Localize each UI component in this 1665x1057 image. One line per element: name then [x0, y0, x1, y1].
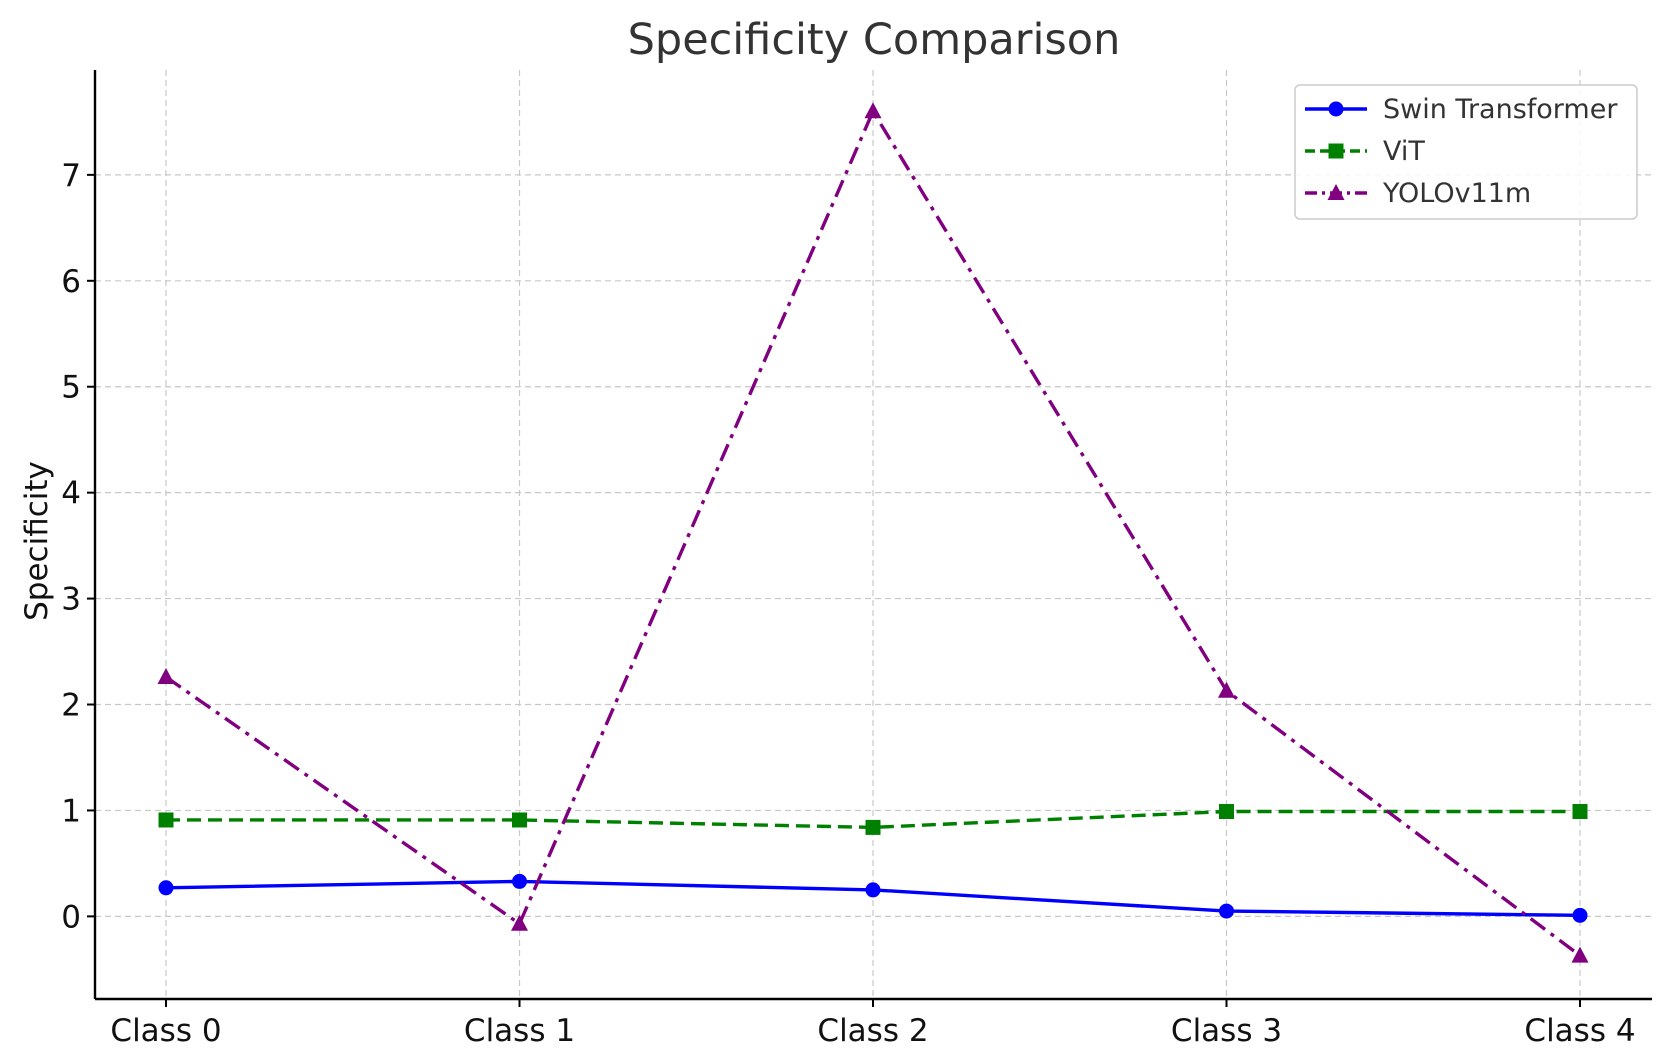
- data-point: [511, 914, 528, 931]
- x-tick-label: Class 0: [110, 1013, 221, 1049]
- ticks-layer: 0 1 2 3 4 5 6 7 Class 0 Class 1 Class 2 Class 3 Clas…: [61, 158, 1635, 1049]
- legend-item: Swin Transformer: [1305, 94, 1618, 125]
- series-yolov11m: [157, 102, 1589, 963]
- data-point: [1219, 804, 1234, 820]
- legend-label: YOLOv11m: [1382, 178, 1531, 209]
- y-tick-label: 4: [61, 476, 81, 512]
- data-point: [864, 102, 882, 119]
- y-tick-label: 5: [61, 370, 81, 406]
- data-point: [1218, 681, 1235, 698]
- series-layer: [157, 102, 1589, 963]
- y-tick-label: 2: [61, 688, 81, 724]
- data-point: [1219, 903, 1234, 919]
- data-point: [865, 819, 881, 835]
- legend: Swin Transformer ViT YOLOv11m: [1294, 84, 1638, 220]
- data-point: [158, 812, 174, 828]
- x-tick-label: Class 1: [464, 1013, 575, 1049]
- x-tick-label: Class 3: [1171, 1013, 1282, 1049]
- legend-item: ViT: [1305, 136, 1425, 167]
- data-point: [512, 812, 527, 828]
- legend-frame: [1294, 84, 1638, 220]
- legend-item: YOLOv11m: [1305, 178, 1531, 209]
- data-point: [865, 882, 881, 898]
- legend-marker: [1327, 184, 1345, 200]
- legend-marker: [1328, 143, 1344, 159]
- series-vit: [158, 804, 1588, 835]
- data-point: [157, 667, 175, 684]
- data-point: [512, 873, 527, 889]
- data-point: [1571, 946, 1589, 963]
- data-point: [158, 880, 174, 896]
- chart-title: Specificity Comparison: [628, 15, 1121, 65]
- y-tick-label: 0: [61, 899, 81, 935]
- y-tick-label: 7: [61, 158, 81, 194]
- y-tick-label: 1: [61, 793, 81, 829]
- y-axis-label: Specificity: [19, 461, 55, 621]
- series-swin-transformer: [158, 873, 1588, 923]
- grid-layer: [95, 70, 1652, 999]
- y-tick-label: 3: [61, 582, 81, 618]
- data-point: [1572, 804, 1588, 820]
- x-tick-label: Class 4: [1524, 1013, 1635, 1049]
- series-line: [166, 809, 1580, 830]
- legend-label: ViT: [1383, 136, 1425, 167]
- data-point: [1572, 907, 1588, 923]
- y-tick-label: 6: [61, 264, 81, 300]
- legend-label: Swin Transformer: [1383, 94, 1618, 125]
- x-tick-label: Class 2: [817, 1013, 928, 1049]
- legend-marker: [1328, 101, 1344, 117]
